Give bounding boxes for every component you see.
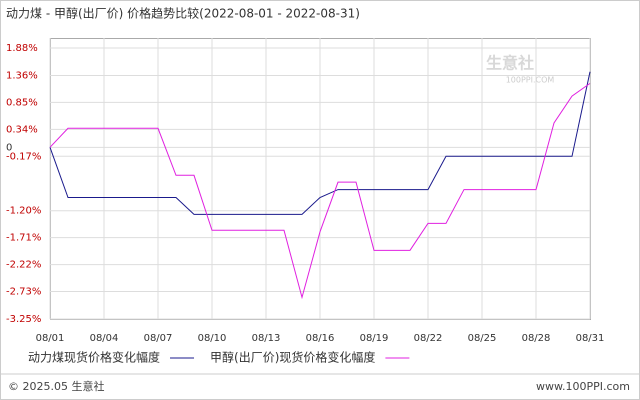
- series-line: [49, 82, 591, 300]
- watermark: 生意社: [486, 54, 534, 73]
- y-tick-label: -2.73%: [6, 287, 41, 298]
- legend-label: 甲醇(出厂价)现货价格变化幅度: [210, 350, 375, 365]
- x-tick-label: 08/13: [252, 333, 281, 344]
- legend-label: 动力煤现货价格变化幅度: [28, 350, 160, 365]
- y-tick-label: 0.85%: [6, 97, 38, 108]
- x-tick-label: 08/31: [576, 333, 605, 344]
- x-tick-label: 08/07: [144, 333, 173, 344]
- x-tick-label: 08/19: [360, 333, 389, 344]
- x-tick-label: 08/01: [36, 333, 65, 344]
- x-tick-label: 08/28: [522, 333, 551, 344]
- y-tick-label: 1.36%: [6, 70, 38, 81]
- watermark-url: 100PPI.COM: [506, 76, 555, 85]
- x-tick-label: 08/25: [468, 333, 497, 344]
- x-tick-label: 08/10: [198, 333, 227, 344]
- x-tick-label: 08/04: [90, 333, 119, 344]
- chart-title: 动力煤 - 甲醇(出厂价) 价格趋势比较(2022-08-01 - 2022-0…: [6, 6, 360, 21]
- x-tick-label: 08/16: [306, 333, 335, 344]
- y-tick-label: -1.20%: [6, 206, 41, 217]
- y-tick-label: -0.17%: [6, 151, 41, 162]
- footer-left: © 2025.05 生意社: [8, 379, 104, 393]
- y-tick-label: -2.22%: [6, 260, 41, 271]
- y-tick-label: -1.71%: [6, 233, 41, 244]
- y-tick-label: -3.25%: [6, 314, 41, 325]
- y-tick-label: 0: [6, 142, 12, 153]
- y-tick-label: 1.88%: [6, 43, 38, 54]
- y-tick-label: 0.34%: [6, 124, 38, 135]
- footer-right: www.100PPI.com: [536, 380, 630, 393]
- x-tick-label: 08/22: [414, 333, 443, 344]
- series-line: [49, 71, 591, 215]
